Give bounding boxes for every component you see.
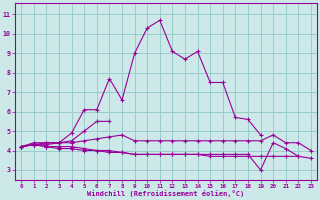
- X-axis label: Windchill (Refroidissement éolien,°C): Windchill (Refroidissement éolien,°C): [87, 190, 245, 197]
